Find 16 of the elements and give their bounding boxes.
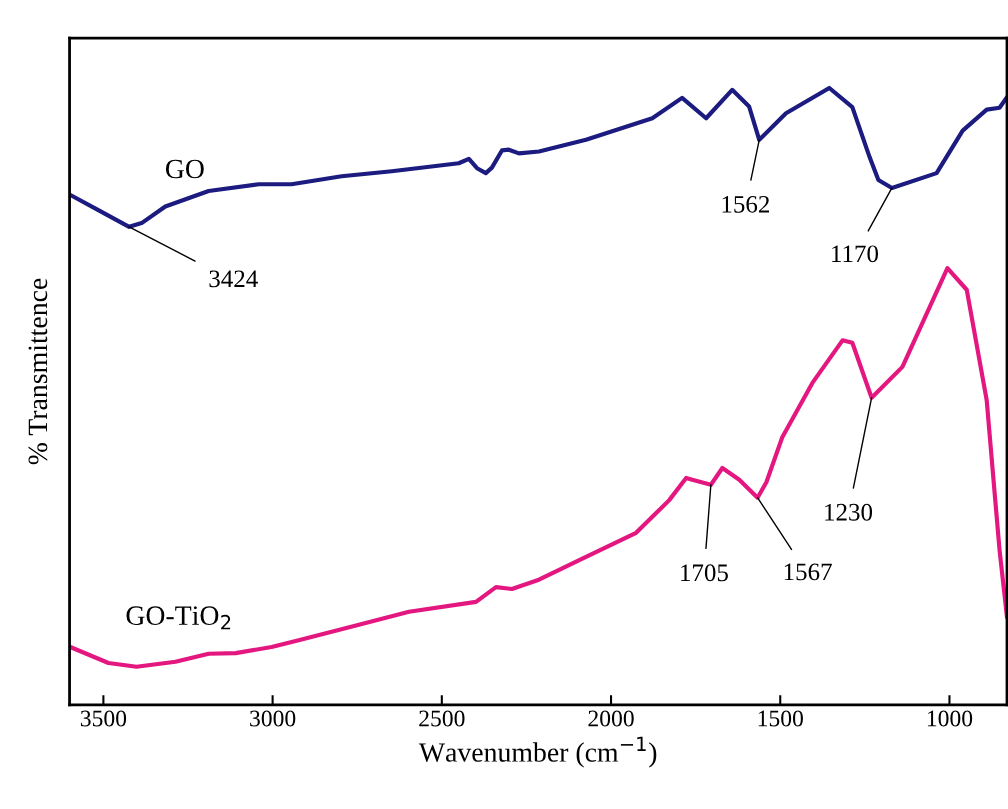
annotation: 1230 (825, 503, 873, 521)
y-axis-title: % Transmittence (28, 278, 48, 465)
series-label: GO-TiO$_{2}$ (126, 606, 231, 630)
annotation: 1705 (681, 564, 728, 582)
x-tick-label: 1000 (927, 710, 973, 727)
annotation: 1170 (832, 245, 879, 263)
annotation: 1567 (784, 563, 832, 581)
annotation: 3424 (209, 270, 258, 288)
x-tick-label: 1500 (758, 710, 803, 727)
x-tick-label: 3000 (250, 710, 296, 727)
series-label: GO (165, 159, 204, 179)
x-axis-title: Wavenumber (cm$^{−1}$) (418, 736, 657, 768)
x-tick-label: 2500 (419, 710, 465, 727)
x-tick-label: 3500 (80, 710, 127, 727)
x-tick-label: 2000 (588, 710, 634, 727)
annotation: 1562 (722, 195, 769, 213)
